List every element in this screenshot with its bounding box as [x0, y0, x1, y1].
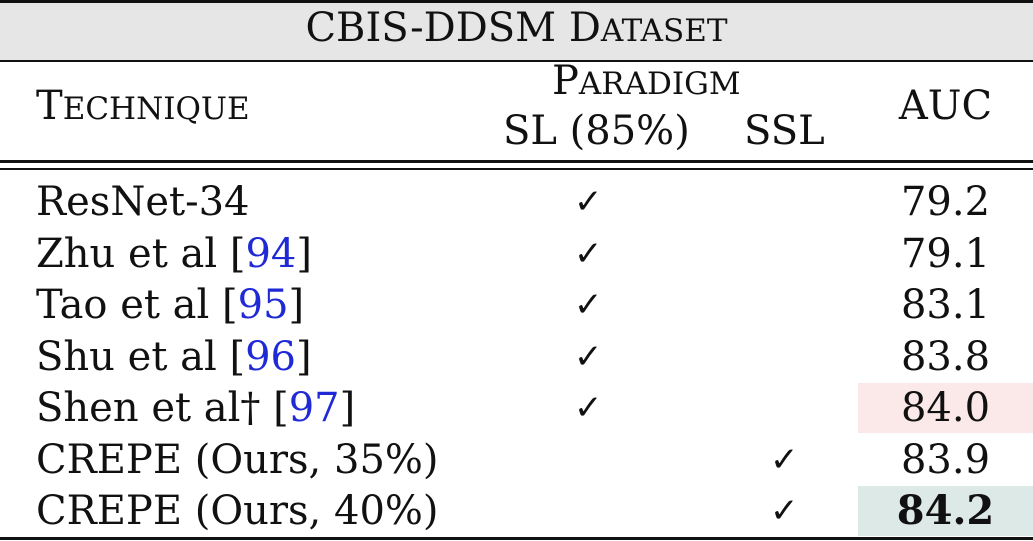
technique-header: TECHNIQUE: [36, 82, 250, 133]
bottom-rule: [0, 537, 1033, 540]
technique-cell: Shu et al [96]: [36, 332, 312, 382]
sl-header: SL (85%): [503, 108, 690, 154]
technique-name: CREPE (Ours, 40%): [36, 488, 439, 534]
technique-cell: Tao et al [95]: [36, 280, 304, 330]
auc-value: 83.1: [900, 282, 991, 328]
auc-value: 79.2: [900, 179, 991, 225]
auc-value: 79.1: [900, 231, 991, 277]
sl-check-icon: ✓: [574, 337, 603, 377]
auc-value: 83.8: [900, 334, 991, 380]
title-rule: [0, 60, 1033, 62]
technique-cell: CREPE (Ours, 35%): [36, 435, 439, 485]
technique-cell: Zhu et al [94]: [36, 229, 312, 279]
citation-bracket: ]: [295, 334, 312, 380]
paradigm-header: PARADIGM: [552, 57, 741, 108]
sl-check-icon: ✓: [574, 234, 603, 274]
ssl-header: SSL: [744, 108, 825, 154]
auc-value: 84.2: [896, 487, 995, 534]
paradigm-header-initial: P: [552, 58, 579, 104]
title-band: [0, 0, 1033, 60]
auc-highlight: [858, 486, 1033, 536]
sl-check-icon: ✓: [574, 182, 603, 222]
auc-value: 83.9: [900, 437, 991, 483]
citation-link[interactable]: 94: [245, 231, 297, 277]
sl-check-icon: ✓: [574, 388, 603, 428]
citation-bracket: ]: [339, 385, 356, 431]
citation-bracket: ]: [296, 231, 312, 277]
table-title: CBIS-DDSM DATASET: [0, 2, 1033, 57]
technique-cell: Shen et al† [97]: [36, 383, 355, 433]
auc-header: AUC: [898, 83, 993, 129]
technique-name: ResNet-34: [36, 179, 250, 225]
technique-name: Shu et al [: [36, 334, 246, 380]
ssl-check-icon: ✓: [770, 491, 799, 531]
citation-link[interactable]: 95: [237, 282, 289, 328]
header-rule-upper: [0, 160, 1033, 163]
technique-name: Tao et al [: [36, 282, 238, 328]
paradigm-header-rest: ARADIGM: [578, 66, 741, 102]
technique-name: Zhu et al [: [36, 231, 246, 277]
citation-link[interactable]: 97: [288, 385, 340, 431]
sl-check-icon: ✓: [574, 285, 603, 325]
technique-header-rest: ECHNIQUE: [62, 91, 250, 127]
auc-highlight: [858, 383, 1033, 433]
table-title-initial: CBIS-DDSM D: [305, 5, 601, 51]
technique-name: Shen et al† [: [36, 385, 289, 431]
table-title-rest: ATASET: [600, 13, 728, 49]
citation-bracket: ]: [288, 282, 305, 328]
auc-value: 84.0: [900, 385, 991, 431]
technique-cell: ResNet-34: [36, 177, 249, 227]
ssl-check-icon: ✓: [770, 440, 799, 480]
technique-cell: CREPE (Ours, 40%): [36, 486, 439, 536]
header-rule-lower: [0, 168, 1033, 170]
citation-link[interactable]: 96: [245, 334, 296, 380]
technique-header-initial: T: [36, 83, 63, 129]
technique-name: CREPE (Ours, 35%): [36, 437, 439, 483]
